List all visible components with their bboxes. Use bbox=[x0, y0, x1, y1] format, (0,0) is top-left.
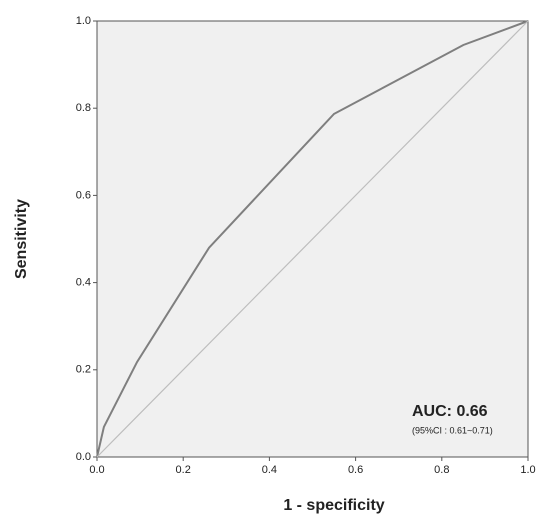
y-tick-label: 0.4 bbox=[76, 277, 91, 289]
roc-curve bbox=[96, 20, 529, 458]
y-tick-label: 0.0 bbox=[76, 451, 91, 463]
x-tick-label: 0.4 bbox=[262, 464, 277, 476]
x-tick-label: 0.2 bbox=[176, 464, 191, 476]
x-tick-label: 0.0 bbox=[89, 464, 104, 476]
auc-annotation: AUC: 0.66 bbox=[412, 403, 488, 420]
x-axis-label: 1 - specificity bbox=[283, 497, 384, 514]
y-tick-label: 0.6 bbox=[76, 189, 91, 201]
x-tick-label: 1.0 bbox=[520, 464, 535, 476]
y-axis-label: Sensitivity bbox=[13, 199, 30, 279]
x-tick-label: 0.6 bbox=[348, 464, 363, 476]
reference-line bbox=[96, 20, 529, 458]
y-tick-label: 0.8 bbox=[76, 102, 91, 114]
ci-annotation: (95%CI : 0.61~0.71) bbox=[412, 425, 493, 435]
x-tick-label: 0.8 bbox=[434, 464, 449, 476]
y-tick-label: 1.0 bbox=[76, 15, 91, 27]
y-tick-label: 0.2 bbox=[76, 364, 91, 376]
